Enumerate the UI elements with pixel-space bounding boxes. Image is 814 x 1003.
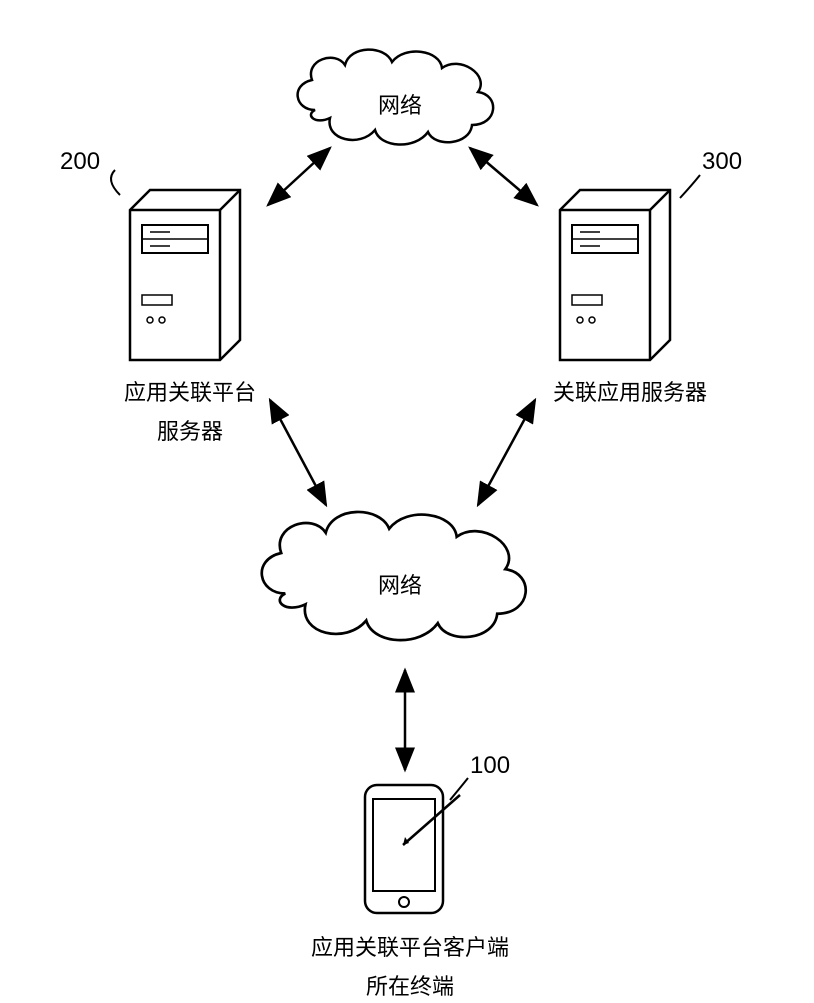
server-left-label: 应用关联平台 服务器 — [100, 370, 280, 448]
arrows — [268, 148, 537, 770]
diagram-canvas — [0, 0, 814, 1000]
terminal-label: 应用关联平台客户端 所在终端 — [300, 925, 520, 1003]
server-right-label: 关联应用服务器 — [530, 370, 730, 409]
terminal-device — [365, 785, 460, 913]
leader-lines — [111, 170, 700, 800]
cloud-top-label: 网络 — [378, 88, 422, 120]
server-right — [560, 190, 670, 360]
cloud-bottom-label: 网络 — [378, 568, 422, 600]
server-left — [130, 190, 240, 360]
ref-200: 200 — [60, 148, 100, 176]
ref-100: 100 — [470, 752, 510, 780]
ref-300: 300 — [702, 148, 742, 176]
